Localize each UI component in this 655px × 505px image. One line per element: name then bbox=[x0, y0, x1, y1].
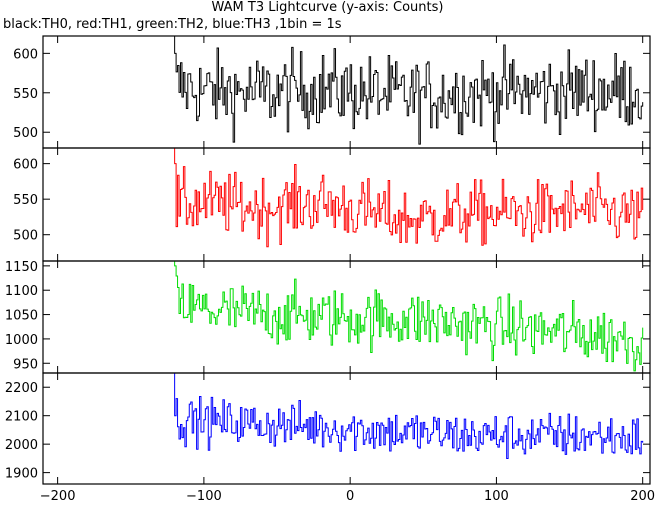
y-tick-label: 550 bbox=[13, 193, 38, 208]
chart-title: WAM T3 Lightcurve (y-axis: Counts) bbox=[211, 0, 444, 15]
x-tick-label: 0 bbox=[346, 489, 354, 504]
y-tick-label: 950 bbox=[13, 357, 38, 372]
x-tick-label: 100 bbox=[484, 489, 509, 504]
y-tick-label: 1100 bbox=[5, 284, 38, 299]
y-tick-label: 550 bbox=[13, 87, 38, 102]
x-tick-label: −100 bbox=[186, 489, 222, 504]
x-tick-label: −200 bbox=[40, 489, 76, 504]
y-tick-label: 500 bbox=[13, 229, 38, 244]
y-tick-label: 1000 bbox=[5, 333, 38, 348]
y-tick-label: 500 bbox=[13, 126, 38, 141]
y-tick-label: 2100 bbox=[5, 410, 38, 425]
series-th2 bbox=[174, 261, 644, 372]
panel-frame-th1 bbox=[42, 147, 651, 262]
x-tick-label: 200 bbox=[630, 489, 655, 504]
series-th3 bbox=[174, 373, 644, 459]
y-tick-label: 600 bbox=[13, 47, 38, 62]
y-tick-label: 2200 bbox=[5, 381, 38, 396]
y-tick-label: 600 bbox=[13, 158, 38, 173]
chart-subtitle: black:TH0, red:TH1, green:TH2, blue:TH3 … bbox=[3, 17, 342, 32]
panel-frame-th3 bbox=[42, 372, 651, 485]
y-tick-label: 1150 bbox=[5, 260, 38, 275]
y-tick-label: 1050 bbox=[5, 309, 38, 324]
y-tick-label: 1900 bbox=[5, 467, 38, 482]
y-tick-label: 2000 bbox=[5, 438, 38, 453]
series-th0 bbox=[174, 36, 644, 145]
series-th1 bbox=[174, 148, 644, 248]
